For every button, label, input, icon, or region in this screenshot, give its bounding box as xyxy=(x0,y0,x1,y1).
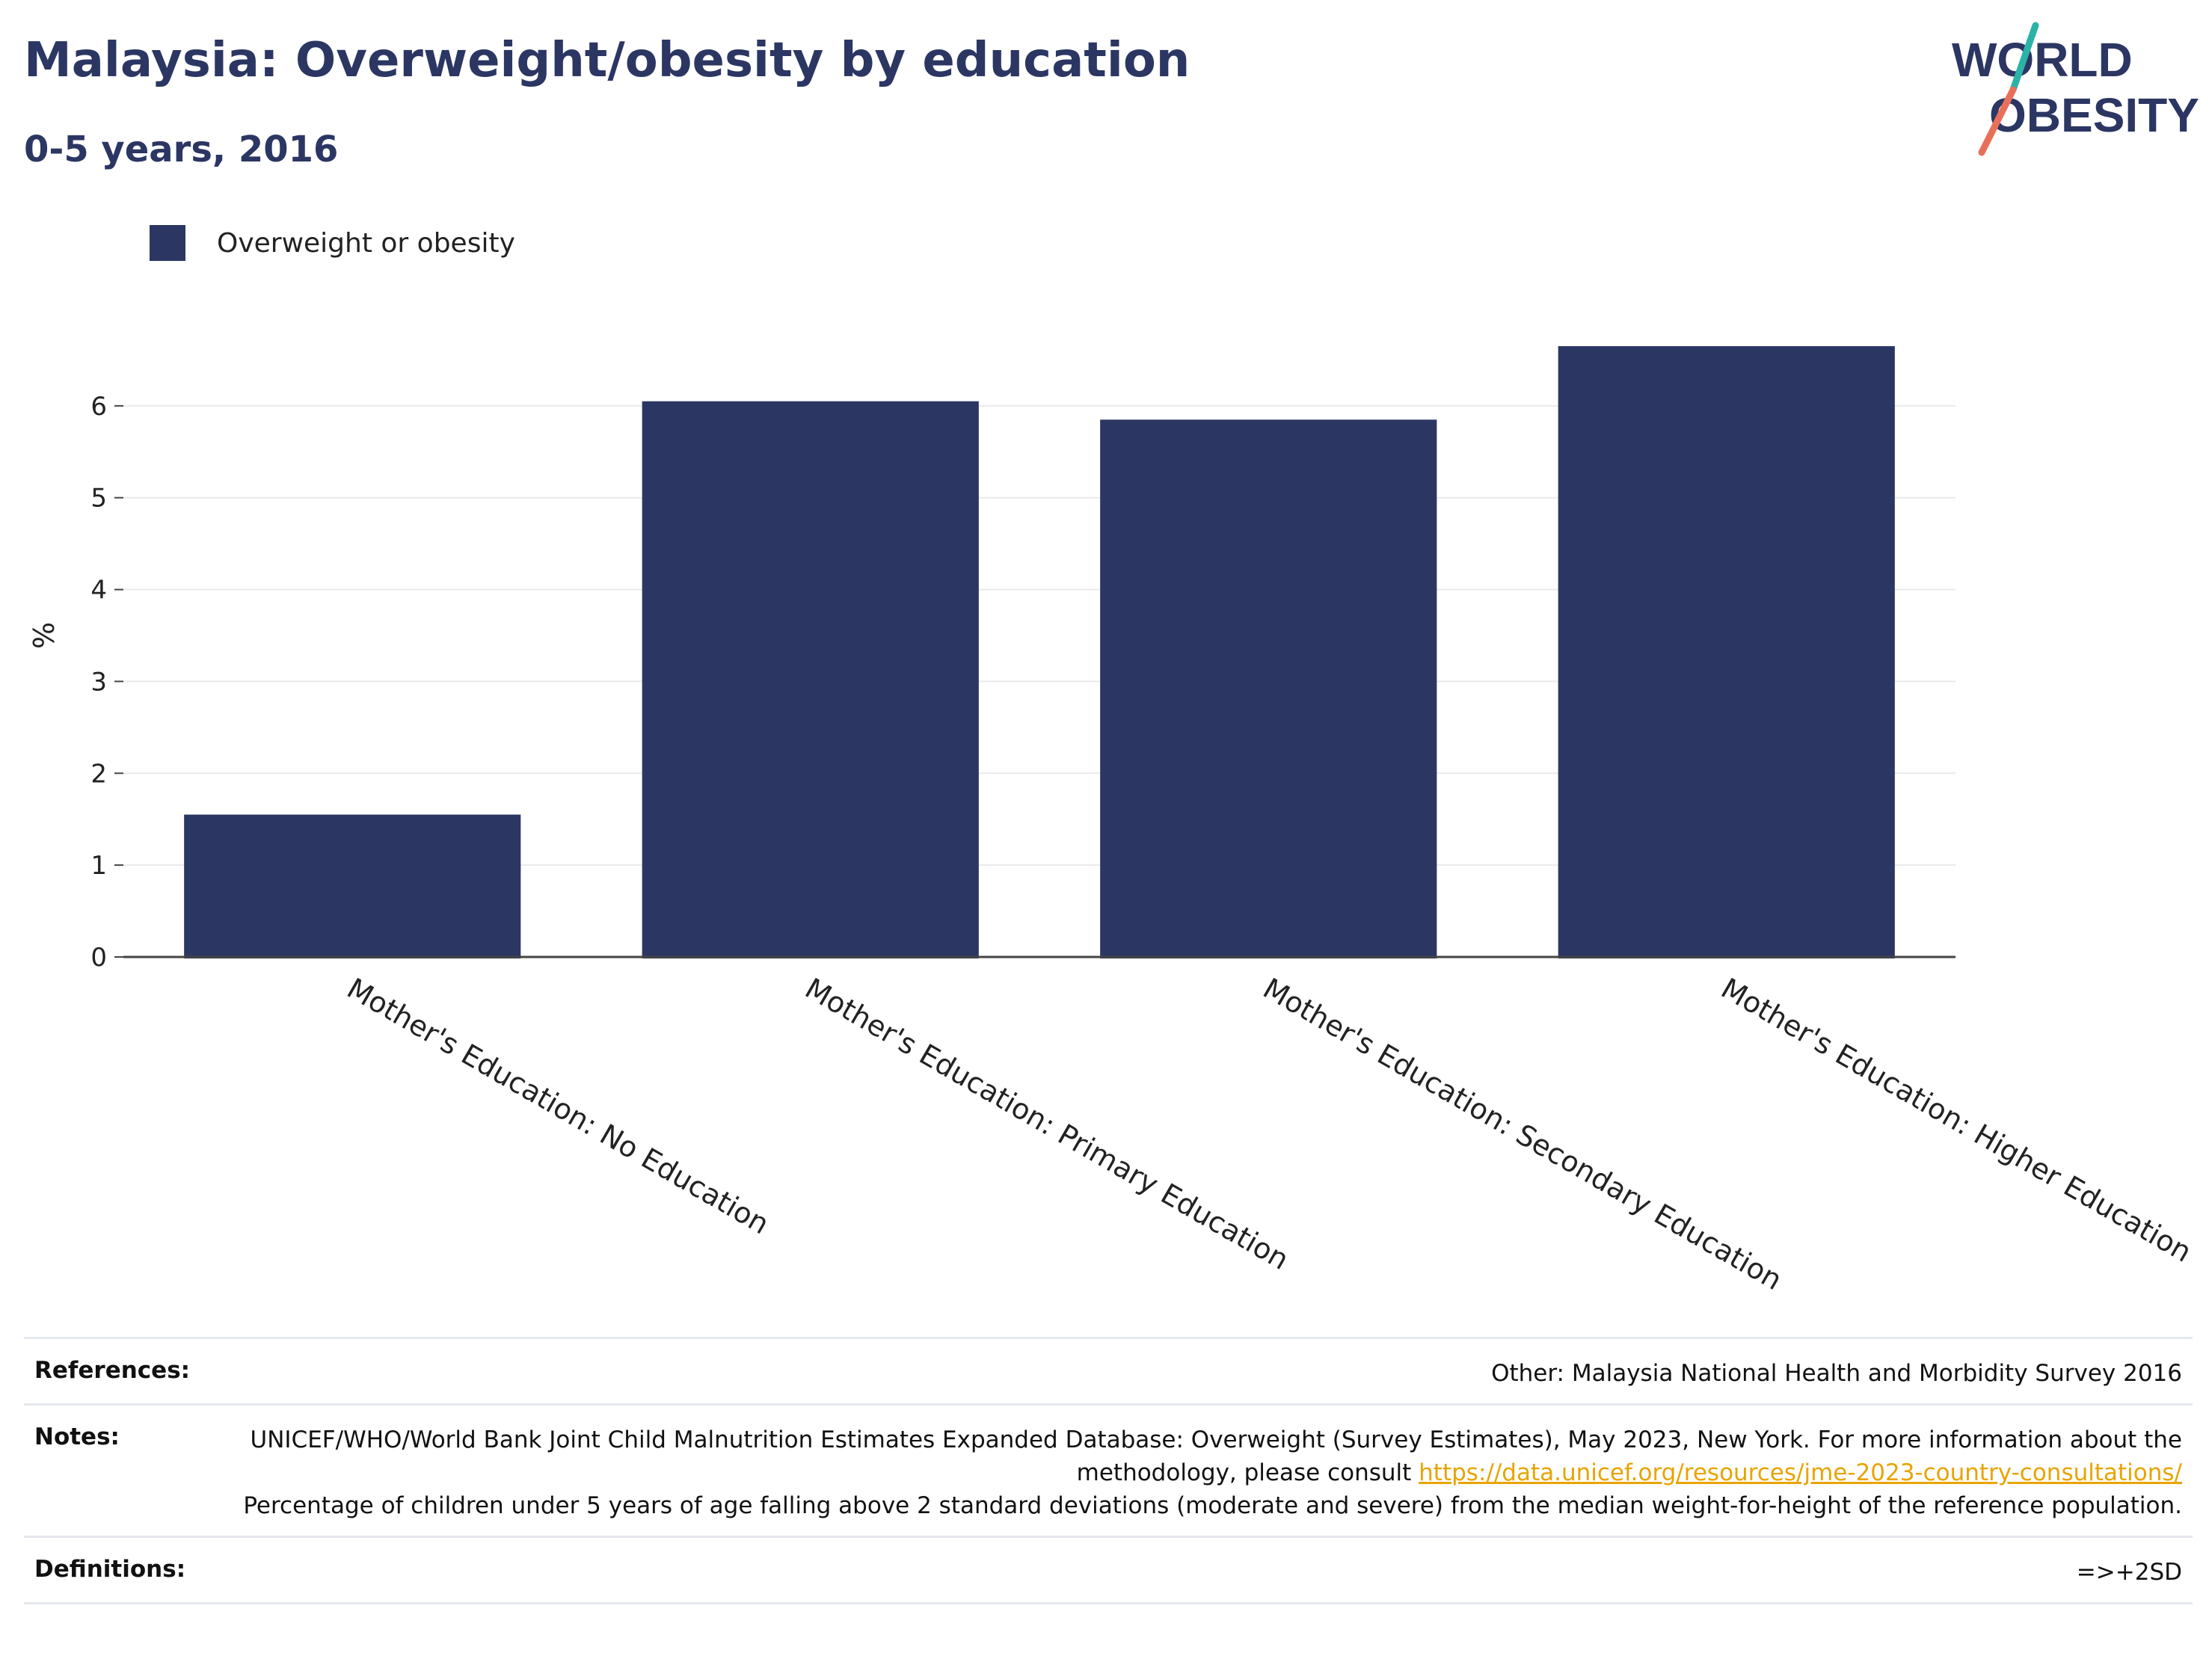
y-tick-label: 5 xyxy=(90,484,107,514)
logo-slash-top xyxy=(2009,22,2039,93)
logo-word-world: WORLD xyxy=(1952,33,2133,87)
legend: Overweight or obesity xyxy=(150,224,515,262)
y-tick-label: 0 xyxy=(90,943,107,973)
notes-link[interactable]: https://data.unicef.org/resources/jme-20… xyxy=(1419,1459,2182,1486)
y-tick-label: 3 xyxy=(90,667,107,697)
y-tick-label: 2 xyxy=(90,759,107,789)
bar xyxy=(184,814,521,958)
references-value: Other: Malaysia National Health and Morb… xyxy=(1491,1360,2182,1387)
notes-label: Notes: xyxy=(34,1423,120,1450)
definitions-label: Definitions: xyxy=(34,1556,186,1583)
y-tick-label: 6 xyxy=(90,392,107,422)
chart-title: Malaysia: Overweight/obesity by educatio… xyxy=(24,33,1191,88)
x-tick-label: Mother's Education: Secondary Education xyxy=(1258,972,1788,1297)
bar xyxy=(1100,419,1437,958)
y-tick-label: 1 xyxy=(90,851,107,881)
notes-value: UNICEF/WHO/World Bank Joint Child Malnut… xyxy=(238,1423,2182,1522)
bar xyxy=(1558,346,1895,958)
bar-chart: 0 1 2 3 4 5 6% Mother's Education: No Education… xyxy=(28,346,2197,1297)
chart-subtitle: 0-5 years, 2016 xyxy=(24,129,339,170)
definitions-row: Definitions: =>+2SD xyxy=(24,1536,2193,1604)
notes-text-1: UNICEF/WHO/World Bank Joint Child Malnut… xyxy=(250,1426,2182,1486)
legend-swatch xyxy=(150,225,185,261)
references-label: References: xyxy=(34,1357,191,1384)
bar xyxy=(642,401,979,958)
legend-label: Overweight or obesity xyxy=(217,227,515,259)
x-tick-label: Mother's Education: Higher Education xyxy=(1715,972,2197,1269)
x-tick-label: Mother's Education: Primary Education xyxy=(799,972,1294,1276)
x-tick-label: Mother's Education: No Education xyxy=(342,972,775,1241)
definitions-value: =>+2SD xyxy=(2076,1559,2182,1586)
y-axis-label: % xyxy=(28,622,61,649)
references-row: References: Other: Malaysia National Hea… xyxy=(24,1337,2193,1403)
logo-slash-bottom xyxy=(1978,86,2017,156)
notes-text-2: Percentage of children under 5 years of … xyxy=(243,1492,2182,1519)
notes-row: Notes: UNICEF/WHO/World Bank Joint Child… xyxy=(24,1403,2193,1536)
logo-word-obesity: OBESITY xyxy=(1989,88,2199,142)
references-table: References: Other: Malaysia National Hea… xyxy=(24,1337,2193,1604)
world-obesity-logo: WORLD OBESITY xyxy=(1952,22,2199,156)
y-tick-label: 4 xyxy=(90,576,107,606)
